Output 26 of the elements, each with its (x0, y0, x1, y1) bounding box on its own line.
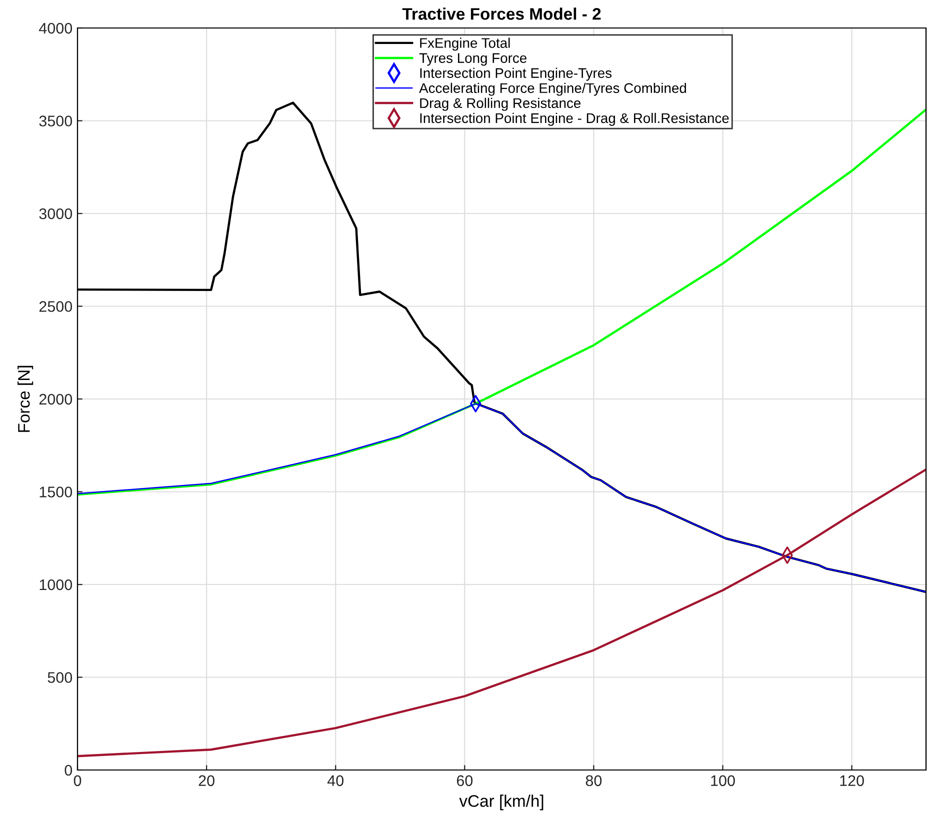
chart-title: Tractive Forces Model - 2 (402, 8, 601, 20)
y-tick-label: 3000 (39, 208, 72, 220)
x-tick-label: 80 (586, 775, 602, 786)
legend-label: Tyres Long Force (419, 53, 526, 66)
line-series (78, 468, 926, 758)
y-axis-title: Force [N] (18, 366, 34, 432)
legend-label: Intersection Point Engine-Tyres (420, 68, 612, 81)
x-tick-label: 0 (74, 775, 82, 786)
legend-label: Accelerating Force Engine/Tyres Combined (419, 82, 686, 96)
y-tick-label: 3500 (39, 116, 72, 126)
legend-label: Drag & Rolling Resistance (420, 98, 581, 111)
y-tick-label: 4000 (39, 22, 72, 34)
y-tick-label: 0 (64, 764, 72, 776)
x-tick-label: 100 (711, 775, 735, 786)
y-tick-label: 1500 (40, 486, 72, 498)
x-axis-title: vCar [km/h] (459, 794, 544, 810)
y-tick-label: 1000 (40, 579, 72, 590)
x-tick-label: 40 (327, 775, 344, 786)
x-tick-label: 20 (198, 775, 214, 786)
legend-label: FxEngine Total (420, 38, 510, 51)
x-tick-label: 60 (456, 775, 473, 786)
y-tick-label: 500 (48, 672, 72, 683)
y-tick-label: 2000 (39, 394, 72, 405)
y-tick-label: 2500 (39, 301, 72, 312)
x-tick-label: 120 (840, 775, 864, 786)
legend-label: Intersection Point Engine - Drag & Roll.Resistance (420, 112, 729, 126)
